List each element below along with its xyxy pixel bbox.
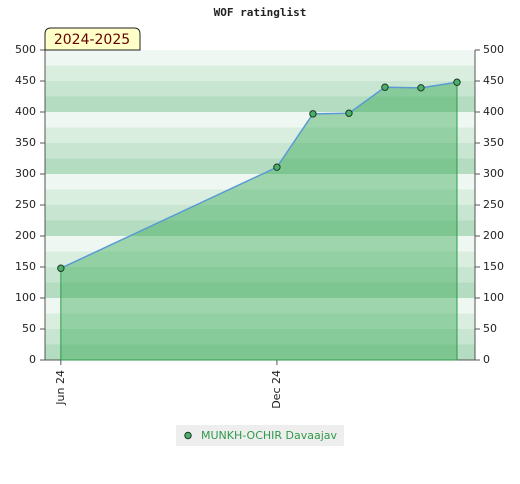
- y-tick-label: 450: [15, 74, 36, 87]
- background-stripe: [45, 344, 475, 360]
- background-stripe: [45, 65, 475, 81]
- y2-tick-label: 250: [483, 198, 504, 211]
- point: [381, 83, 389, 91]
- point: [273, 163, 281, 171]
- y-tick-label: 150: [15, 260, 36, 273]
- background-stripe: [45, 81, 475, 97]
- background-stripe: [45, 189, 475, 205]
- background-stripe: [45, 267, 475, 283]
- y-tick-label: 300: [15, 167, 36, 180]
- badge-label: 2024-2025: [54, 32, 130, 48]
- background-stripe: [45, 50, 475, 66]
- y-tick-label: 250: [15, 198, 36, 211]
- point: [309, 110, 317, 118]
- background-stripe: [45, 329, 475, 345]
- background-stripe: [45, 127, 475, 143]
- y2-tick-label: 450: [483, 74, 504, 87]
- background-stripe: [45, 236, 475, 252]
- y-tick-label: 500: [15, 43, 36, 56]
- badge-box: [44, 27, 141, 51]
- background-stripe: [45, 158, 475, 174]
- background-stripe: [45, 220, 475, 236]
- y2-tick-label: 400: [483, 105, 504, 118]
- background-stripe: [45, 251, 475, 267]
- background-stripe: [45, 143, 475, 159]
- y2-tick-label: 150: [483, 260, 504, 273]
- background-stripe: [45, 205, 475, 221]
- legend-label: MUNKH-OCHIR Davaajav: [201, 429, 338, 442]
- point: [57, 264, 65, 272]
- legend-box: [176, 425, 344, 446]
- y2-tick-label: 500: [483, 43, 504, 56]
- point: [417, 84, 425, 92]
- y2-tick-label: 300: [483, 167, 504, 180]
- background-stripe: [45, 313, 475, 329]
- y2-tick-label: 50: [483, 322, 497, 335]
- background-stripe: [45, 112, 475, 128]
- y2-tick-label: 0: [483, 353, 490, 366]
- background-stripe: [45, 298, 475, 314]
- y-tick-label: 100: [15, 291, 36, 304]
- y-tick-label: 200: [15, 229, 36, 242]
- background-stripe: [45, 282, 475, 298]
- y2-tick-label: 200: [483, 229, 504, 242]
- legend-marker: [184, 431, 192, 440]
- x-tick-label: Jun 24: [54, 370, 67, 406]
- chart-title: WOF ratinglist: [214, 6, 307, 19]
- y-tick-label: 0: [29, 353, 36, 366]
- y-tick-label: 50: [22, 322, 36, 335]
- y2-tick-label: 100: [483, 291, 504, 304]
- x-tick-label: Dec 24: [270, 370, 283, 409]
- point: [345, 109, 353, 117]
- background-stripe: [45, 174, 475, 190]
- y-tick-label: 350: [15, 136, 36, 149]
- y2-tick-label: 350: [483, 136, 504, 149]
- point: [453, 78, 461, 86]
- y-tick-label: 400: [15, 105, 36, 118]
